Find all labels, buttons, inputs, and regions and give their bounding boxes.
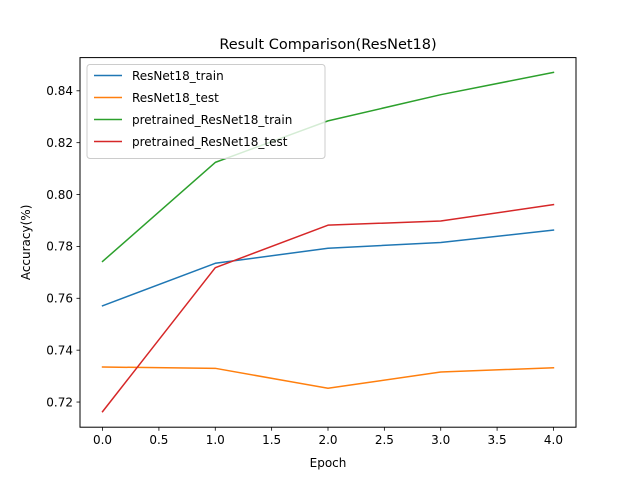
legend-entry-2: pretrained_ResNet18_train: [132, 113, 292, 127]
legend: ResNet18_train ResNet18_test pretrained_Re…: [86, 64, 326, 159]
y-tick-label: 0.76: [46, 292, 73, 306]
x-tick-label: 3.0: [431, 433, 450, 447]
x-axis-ticks: 0.0 0.5 1.0 1.5 2.0 2.5 3.0 3.5 4.0: [93, 427, 563, 447]
y-axis-ticks: 0.72 0.74 0.76 0.78 0.80 0.82 0.84: [46, 84, 80, 409]
y-tick-label: 0.72: [46, 395, 73, 409]
x-tick-label: 0.5: [149, 433, 168, 447]
legend-box: [86, 64, 326, 159]
legend-entry-1: ResNet18_test: [132, 91, 219, 105]
x-tick-label: 2.5: [375, 433, 394, 447]
x-tick-label: 3.5: [488, 433, 507, 447]
chart-title: Result Comparison(ResNet18): [219, 37, 436, 53]
y-tick-label: 0.74: [46, 343, 73, 357]
x-axis-label: Epoch: [310, 456, 347, 470]
x-tick-label: 4.0: [544, 433, 563, 447]
x-tick-label: 2.0: [318, 433, 337, 447]
x-tick-label: 1.0: [206, 433, 225, 447]
plot-frame: [79, 57, 577, 428]
legend-entry-3: pretrained_ResNet18_test: [132, 135, 288, 149]
x-tick-label: 1.5: [262, 433, 281, 447]
series-line-3: [101, 203, 555, 413]
series-line-0: [101, 229, 555, 307]
y-tick-label: 0.80: [46, 188, 73, 202]
series-line-1: [101, 366, 555, 390]
y-tick-label: 0.78: [46, 240, 73, 254]
y-tick-label: 0.82: [46, 136, 73, 150]
legend-entry-0: ResNet18_train: [132, 69, 224, 83]
x-tick-label: 0.0: [93, 433, 112, 447]
series-line-2: [101, 71, 555, 263]
y-axis-label: Accuracy(%): [19, 205, 33, 281]
y-tick-label: 0.84: [46, 84, 73, 98]
series-layer: [101, 71, 555, 413]
